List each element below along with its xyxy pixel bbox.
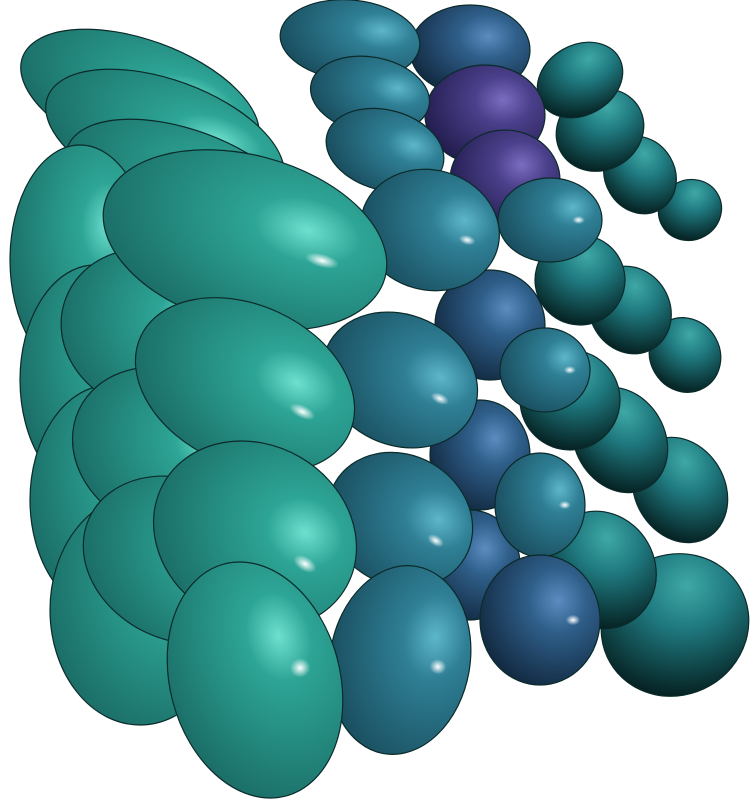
specular-highlight xyxy=(293,555,317,573)
ellipsoid-body xyxy=(326,451,474,589)
specular-highlight xyxy=(558,500,571,510)
ellipsoid xyxy=(494,452,586,558)
specular-highlight xyxy=(305,252,339,269)
specular-highlight xyxy=(458,234,476,246)
ellipsoid-body xyxy=(494,452,586,558)
specular-highlight xyxy=(289,658,311,678)
ellipsoid-body xyxy=(497,177,603,263)
ellipsoid-body xyxy=(499,327,591,413)
ellipsoid xyxy=(166,561,344,799)
ellipsoid xyxy=(328,565,472,755)
ellipsoid xyxy=(479,554,601,686)
specular-highlight xyxy=(565,614,581,626)
specular-highlight xyxy=(289,403,316,420)
specular-highlight xyxy=(563,366,576,374)
ellipsoid xyxy=(321,311,479,449)
ellipsoid-body xyxy=(479,554,601,686)
ellipsoid xyxy=(499,327,591,413)
specular-highlight xyxy=(430,392,449,405)
specular-highlight xyxy=(572,216,585,224)
ellipsoid-body xyxy=(321,311,479,449)
ellipsoid-body xyxy=(166,561,344,799)
ellipsoid xyxy=(497,177,603,263)
specular-highlight xyxy=(427,534,444,547)
ellipsoid xyxy=(326,451,474,589)
specular-highlight xyxy=(429,659,447,675)
